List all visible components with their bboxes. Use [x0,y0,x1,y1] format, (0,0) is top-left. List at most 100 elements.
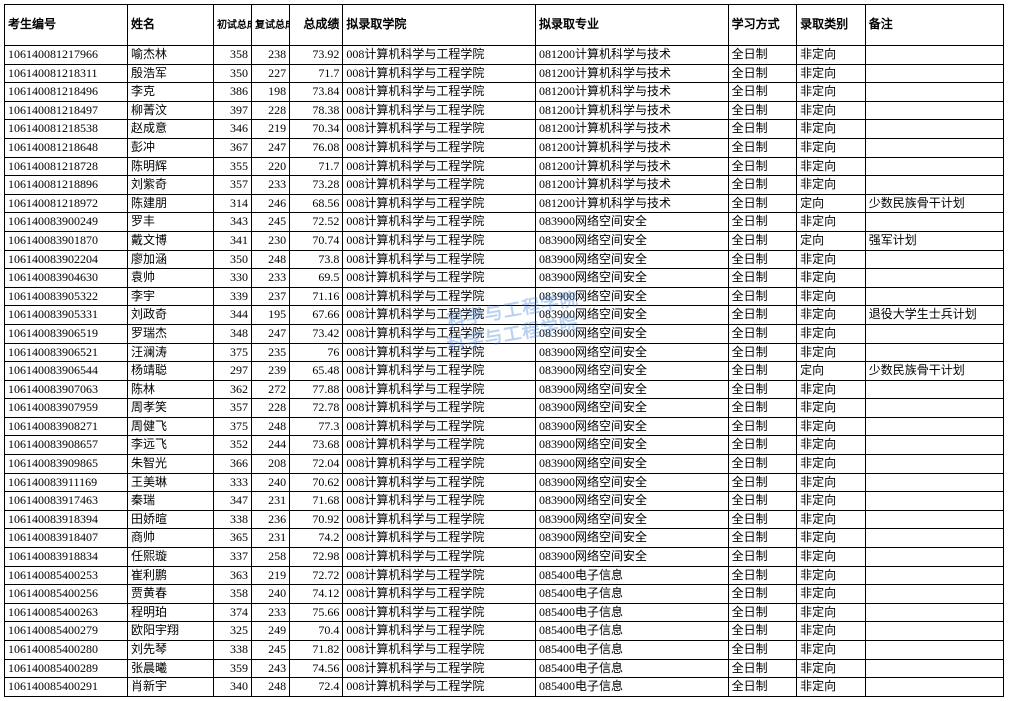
cell-s2: 220 [252,157,290,176]
cell-type: 非定向 [797,120,866,139]
cell-major: 081200计算机科学与技术 [536,83,729,102]
cell-s2: 233 [252,603,290,622]
cell-note [865,380,1003,399]
table-row: 106140085400253崔利鹏36321972.72008计算机科学与工程… [5,566,1004,585]
cell-major: 081200计算机科学与技术 [536,120,729,139]
cell-note [865,213,1003,232]
cell-s1: 357 [213,176,251,195]
cell-id: 106140083900249 [5,213,128,232]
cell-type: 非定向 [797,548,866,567]
table-row: 106140083904630袁帅33023369.5008计算机科学与工程学院… [5,269,1004,288]
cell-s2: 240 [252,473,290,492]
cell-major: 085400电子信息 [536,585,729,604]
cell-s1: 340 [213,678,251,697]
cell-note [865,455,1003,474]
cell-id: 106140081218311 [5,64,128,83]
cell-type: 非定向 [797,306,866,325]
cell-note [865,585,1003,604]
cell-type: 非定向 [797,436,866,455]
cell-s3: 77.3 [290,417,343,436]
cell-s3: 72.98 [290,548,343,567]
cell-s1: 297 [213,362,251,381]
cell-note [865,120,1003,139]
cell-note [865,659,1003,678]
cell-type: 非定向 [797,455,866,474]
cell-major: 085400电子信息 [536,678,729,697]
cell-name: 李克 [127,83,213,102]
cell-s3: 71.7 [290,64,343,83]
cell-id: 106140083906521 [5,343,128,362]
table-row: 106140083906544杨靖聪29723965.48008计算机科学与工程… [5,362,1004,381]
cell-note [865,176,1003,195]
cell-school: 008计算机科学与工程学院 [343,529,536,548]
cell-s3: 76 [290,343,343,362]
cell-s1: 358 [213,585,251,604]
cell-id: 106140085400263 [5,603,128,622]
cell-mode: 全日制 [728,603,797,622]
cell-s1: 362 [213,380,251,399]
table-row: 106140085400263程明珀37423375.66008计算机科学与工程… [5,603,1004,622]
cell-type: 非定向 [797,287,866,306]
table-row: 106140083902204廖加涵35024873.8008计算机科学与工程学… [5,250,1004,269]
cell-mode: 全日制 [728,306,797,325]
cell-note: 强军计划 [865,231,1003,250]
cell-s2: 231 [252,492,290,511]
cell-s2: 240 [252,585,290,604]
cell-name: 彭冲 [127,138,213,157]
cell-s1: 358 [213,46,251,65]
cell-mode: 全日制 [728,417,797,436]
cell-s1: 343 [213,213,251,232]
cell-mode: 全日制 [728,343,797,362]
cell-note [865,473,1003,492]
cell-type: 非定向 [797,269,866,288]
cell-s3: 70.62 [290,473,343,492]
cell-id: 106140083904630 [5,269,128,288]
cell-school: 008计算机科学与工程学院 [343,455,536,474]
cell-s2: 238 [252,46,290,65]
cell-s3: 73.8 [290,250,343,269]
cell-note [865,399,1003,418]
cell-note [865,46,1003,65]
cell-school: 008计算机科学与工程学院 [343,250,536,269]
table-row: 106140081218538赵成意34621970.34008计算机科学与工程… [5,120,1004,139]
cell-note [865,64,1003,83]
cell-s3: 69.5 [290,269,343,288]
cell-type: 非定向 [797,46,866,65]
cell-mode: 全日制 [728,678,797,697]
table-row: 106140081218972陈建朋31424668.56008计算机科学与工程… [5,194,1004,213]
cell-major: 083900网络空间安全 [536,324,729,343]
cell-s2: 244 [252,436,290,455]
cell-s2: 245 [252,641,290,660]
cell-s3: 71.68 [290,492,343,511]
cell-major: 083900网络空间安全 [536,269,729,288]
table-row: 106140083905322李宇33923771.16008计算机科学与工程学… [5,287,1004,306]
cell-name: 赵成意 [127,120,213,139]
cell-type: 非定向 [797,622,866,641]
cell-s2: 272 [252,380,290,399]
cell-note [865,529,1003,548]
cell-s2: 243 [252,659,290,678]
cell-major: 085400电子信息 [536,603,729,622]
cell-major: 081200计算机科学与技术 [536,176,729,195]
cell-s2: 233 [252,176,290,195]
cell-s3: 70.34 [290,120,343,139]
cell-name: 廖加涵 [127,250,213,269]
cell-major: 081200计算机科学与技术 [536,194,729,213]
header-s1: 初试总成绩 [213,5,251,46]
cell-s1: 333 [213,473,251,492]
cell-school: 008计算机科学与工程学院 [343,138,536,157]
cell-id: 106140083906544 [5,362,128,381]
cell-mode: 全日制 [728,380,797,399]
cell-s1: 365 [213,529,251,548]
cell-mode: 全日制 [728,46,797,65]
cell-mode: 全日制 [728,436,797,455]
cell-major: 083900网络空间安全 [536,417,729,436]
table-row: 106140083918834任熙璇33725872.98008计算机科学与工程… [5,548,1004,567]
cell-school: 008计算机科学与工程学院 [343,622,536,641]
cell-s1: 366 [213,455,251,474]
cell-mode: 全日制 [728,287,797,306]
cell-s2: 208 [252,455,290,474]
cell-note [865,83,1003,102]
cell-s3: 70.92 [290,510,343,529]
cell-name: 戴文博 [127,231,213,250]
